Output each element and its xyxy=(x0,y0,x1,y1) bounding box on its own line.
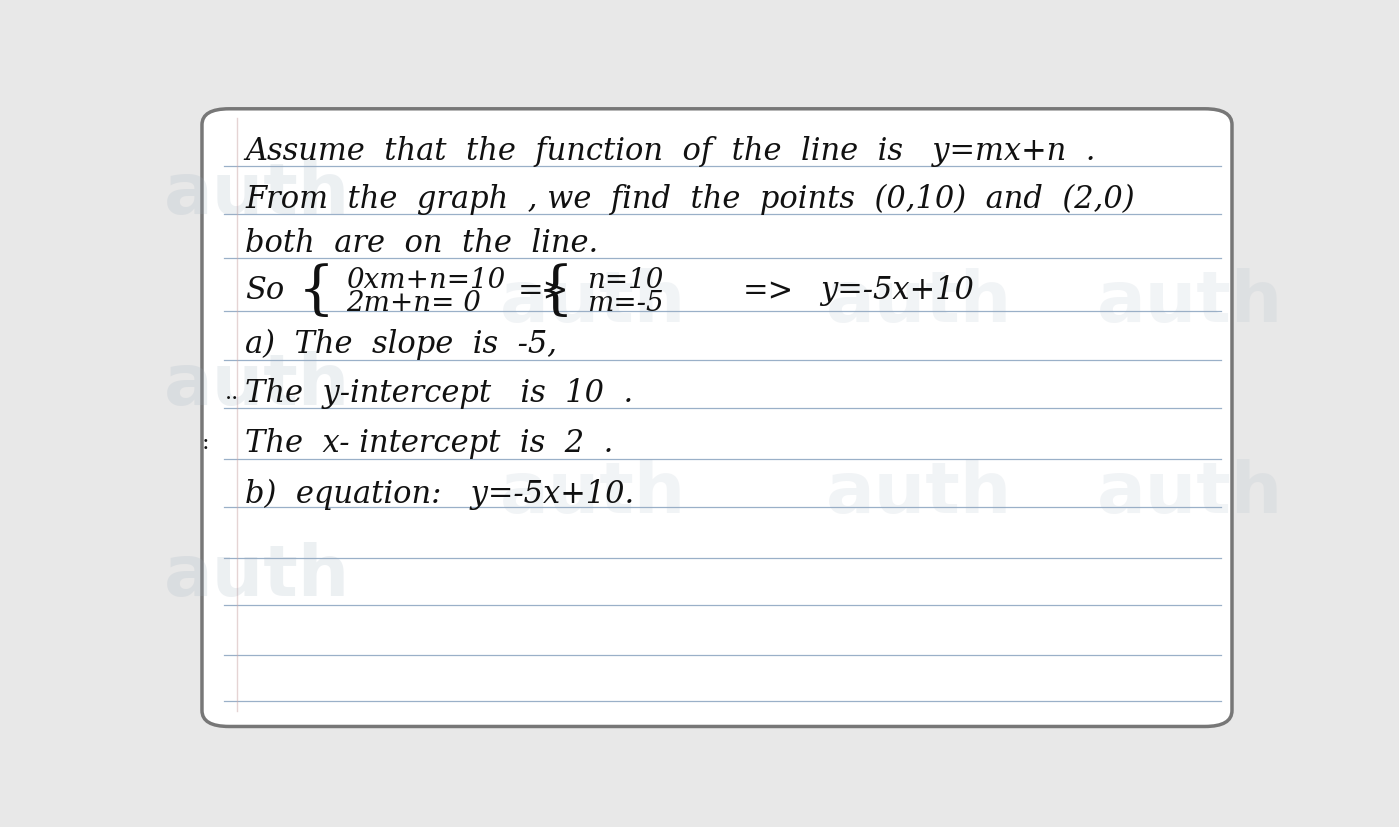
Text: m=-5: m=-5 xyxy=(588,289,663,317)
Text: The  y-intercept   is  10  .: The y-intercept is 10 . xyxy=(245,378,634,409)
Text: b)  equation:   y=-5x+10.: b) equation: y=-5x+10. xyxy=(245,479,635,509)
Text: auth: auth xyxy=(825,459,1011,528)
Text: =>: => xyxy=(743,276,793,307)
Text: ..: .. xyxy=(225,382,239,404)
Text: So: So xyxy=(245,275,284,306)
Text: a)  The  slope  is  -5,: a) The slope is -5, xyxy=(245,329,557,360)
Text: auth: auth xyxy=(501,459,687,528)
Text: both  are  on  the  line.: both are on the line. xyxy=(245,228,599,260)
Text: :: : xyxy=(201,432,210,454)
Text: n=10: n=10 xyxy=(588,267,663,294)
Text: From  the  graph  , we  find  the  points  (0,10)  and  (2,0): From the graph , we find the points (0,1… xyxy=(245,184,1135,215)
Text: 0xm+n=10: 0xm+n=10 xyxy=(346,267,505,294)
Text: auth: auth xyxy=(501,268,687,337)
Text: auth: auth xyxy=(1097,268,1283,337)
Text: y=-5x+10: y=-5x+10 xyxy=(820,275,974,306)
Text: 2m+n= 0: 2m+n= 0 xyxy=(346,289,481,317)
FancyBboxPatch shape xyxy=(201,109,1233,726)
Text: auth: auth xyxy=(164,351,350,420)
Text: {: { xyxy=(298,264,336,319)
Text: The  x- intercept  is  2  .: The x- intercept is 2 . xyxy=(245,428,614,459)
Text: auth: auth xyxy=(164,160,350,229)
Text: Assume  that  the  function  of  the  line  is   y=mx+n  .: Assume that the function of the line is … xyxy=(245,136,1095,167)
Text: {: { xyxy=(537,264,574,319)
Text: auth: auth xyxy=(164,542,350,611)
Text: auth: auth xyxy=(825,268,1011,337)
Text: =>: => xyxy=(518,276,569,307)
Text: auth: auth xyxy=(1097,459,1283,528)
